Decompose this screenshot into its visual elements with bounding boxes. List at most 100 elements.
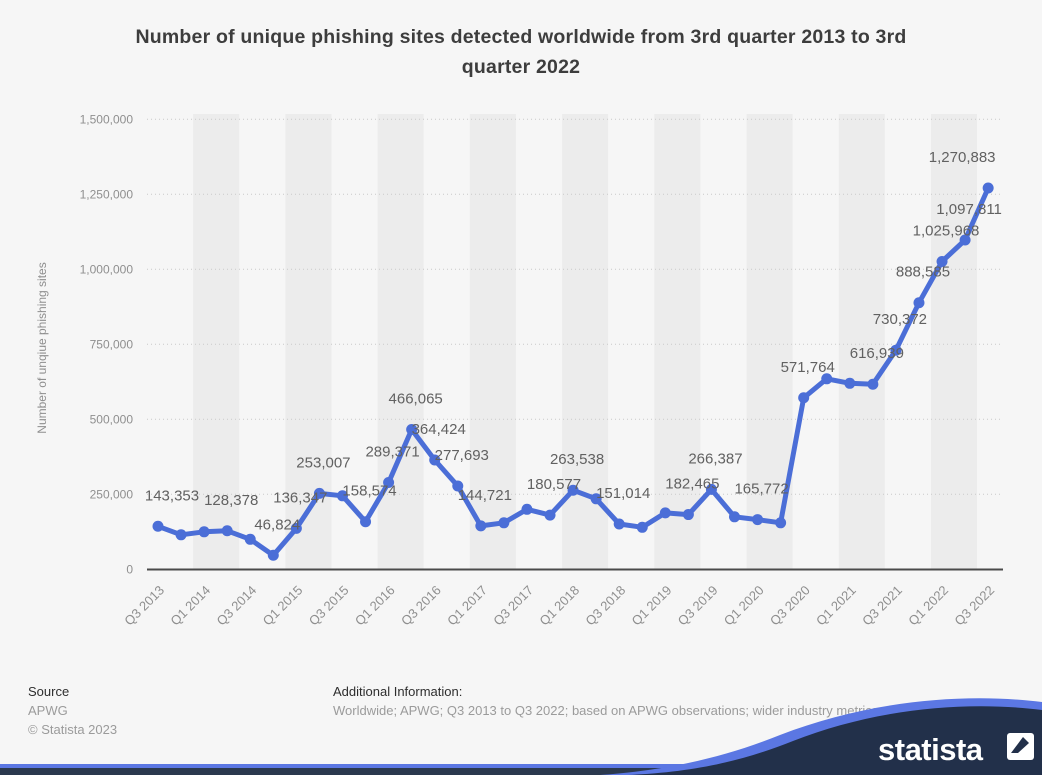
- y-tick-label: 0: [126, 562, 133, 576]
- statista-logo-icon-slash: [1011, 737, 1029, 753]
- data-point[interactable]: [290, 522, 302, 534]
- bottom-bar: [0, 768, 1042, 775]
- data-point[interactable]: [175, 529, 187, 541]
- plot-stripe: [977, 114, 1003, 570]
- x-tick-label: Q1 2020: [721, 583, 767, 629]
- data-point-label: 616,939: [850, 345, 904, 362]
- y-tick-label: 1,500,000: [80, 112, 134, 126]
- data-point[interactable]: [406, 423, 418, 435]
- plot-stripe: [515, 114, 563, 570]
- data-point[interactable]: [336, 490, 348, 502]
- plot-stripe: [608, 114, 655, 570]
- data-point[interactable]: [475, 520, 487, 532]
- plot-background-stripes: [147, 114, 1003, 570]
- copyright: © Statista 2023: [28, 722, 118, 737]
- logo-background: [628, 706, 1042, 775]
- data-point[interactable]: [682, 509, 694, 521]
- data-point[interactable]: [844, 377, 856, 389]
- data-point[interactable]: [982, 182, 994, 194]
- x-tick-label: Q3 2020: [767, 583, 813, 629]
- data-point[interactable]: [752, 514, 764, 526]
- data-point[interactable]: [452, 480, 464, 492]
- data-point-labels: 143,353 128,378 46,824 136,347 253,007 158,57…: [145, 149, 1002, 533]
- x-tick-label: Q3 2014: [213, 583, 259, 629]
- data-point[interactable]: [244, 533, 256, 545]
- data-point-label: 128,378: [204, 492, 258, 509]
- data-point[interactable]: [775, 517, 787, 529]
- x-tick-label: Q3 2019: [675, 583, 721, 629]
- data-point[interactable]: [567, 484, 579, 496]
- data-point-label: 730,372: [873, 311, 927, 328]
- source-label: Source: [28, 684, 70, 699]
- data-point[interactable]: [221, 525, 233, 537]
- data-point[interactable]: [821, 373, 833, 385]
- additional-info-text: Worldwide; APWG; Q3 2013 to Q3 2022; bas…: [333, 703, 879, 718]
- data-point[interactable]: [521, 503, 533, 515]
- y-axis-title: Number of unqiue phishing sites: [35, 262, 49, 433]
- data-point-label: 266,387: [688, 450, 742, 467]
- data-point[interactable]: [590, 493, 602, 505]
- data-point[interactable]: [729, 511, 740, 523]
- additional-info-label: Additional Information:: [333, 684, 463, 699]
- data-point-label: 182,465: [665, 476, 719, 493]
- x-tick-label: Q3 2016: [398, 583, 444, 629]
- x-tick-label: Q3 2022: [951, 583, 997, 629]
- data-point[interactable]: [913, 297, 925, 309]
- data-point[interactable]: [313, 487, 325, 499]
- x-tick-label: Q3 2018: [582, 583, 628, 629]
- data-point[interactable]: [429, 454, 441, 466]
- y-tick-label: 250,000: [90, 487, 134, 501]
- data-point-label: 253,007: [296, 454, 350, 471]
- data-point[interactable]: [867, 378, 879, 390]
- plot-stripe: [931, 114, 978, 570]
- data-point[interactable]: [936, 256, 948, 268]
- x-tick-label: Q3 2017: [490, 583, 536, 629]
- data-point[interactable]: [544, 509, 556, 521]
- data-point-label: 46,824: [254, 516, 300, 533]
- plot-stripe: [838, 114, 885, 570]
- data-point[interactable]: [959, 234, 971, 246]
- data-point[interactable]: [498, 517, 510, 529]
- line-chart: 0 250,000 500,000 750,000 1,000,000 1,250,000…: [35, 112, 1003, 629]
- x-tick-label: Q1 2018: [536, 583, 582, 629]
- data-point-label: 1,097,811: [936, 201, 1002, 218]
- data-point[interactable]: [383, 476, 395, 488]
- source-block: Source APWG © Statista 2023: [28, 684, 117, 741]
- data-point[interactable]: [360, 516, 372, 528]
- additional-info-block: Additional Information: Worldwide; APWG;…: [333, 684, 973, 719]
- data-point[interactable]: [267, 549, 279, 561]
- data-point-label: 263,538: [550, 451, 604, 468]
- y-axis-tick-labels: 0 250,000 500,000 750,000 1,000,000 1,250,000…: [80, 112, 134, 576]
- source-name: APWG: [28, 703, 68, 718]
- plot-stripe: [331, 114, 378, 570]
- x-tick-label: Q3 2015: [306, 583, 352, 629]
- data-point-label: 364,424: [412, 421, 466, 438]
- data-point[interactable]: [705, 483, 717, 495]
- data-point[interactable]: [798, 392, 810, 404]
- x-tick-label: Q1 2017: [444, 583, 490, 629]
- data-point-label: 151,014: [596, 485, 650, 502]
- data-point[interactable]: [152, 520, 164, 532]
- data-point[interactable]: [613, 518, 625, 530]
- data-point-label: 180,577: [527, 476, 581, 493]
- plot-stripe: [469, 114, 516, 570]
- data-point-label: 165,772: [734, 481, 788, 498]
- plot-stripe: [792, 114, 839, 570]
- x-tick-label: Q1 2022: [905, 583, 951, 629]
- x-tick-label: Q1 2014: [167, 583, 213, 629]
- y-tick-label: 750,000: [90, 337, 134, 351]
- page-title: Number of unique phishing sites detected…: [135, 26, 907, 78]
- data-point[interactable]: [659, 507, 671, 519]
- x-tick-label: Q3 2013: [121, 583, 167, 629]
- data-point[interactable]: [890, 344, 902, 356]
- data-point-label: 466,065: [389, 390, 443, 407]
- y-tick-label: 1,250,000: [80, 187, 134, 201]
- data-point-label: 1,270,883: [929, 149, 996, 166]
- plot-stripe: [377, 114, 424, 570]
- data-point-label: 289,371: [365, 443, 419, 460]
- plot-stripe: [193, 114, 240, 570]
- data-point[interactable]: [198, 526, 210, 538]
- plot-stripe: [147, 114, 194, 570]
- data-point[interactable]: [636, 521, 648, 533]
